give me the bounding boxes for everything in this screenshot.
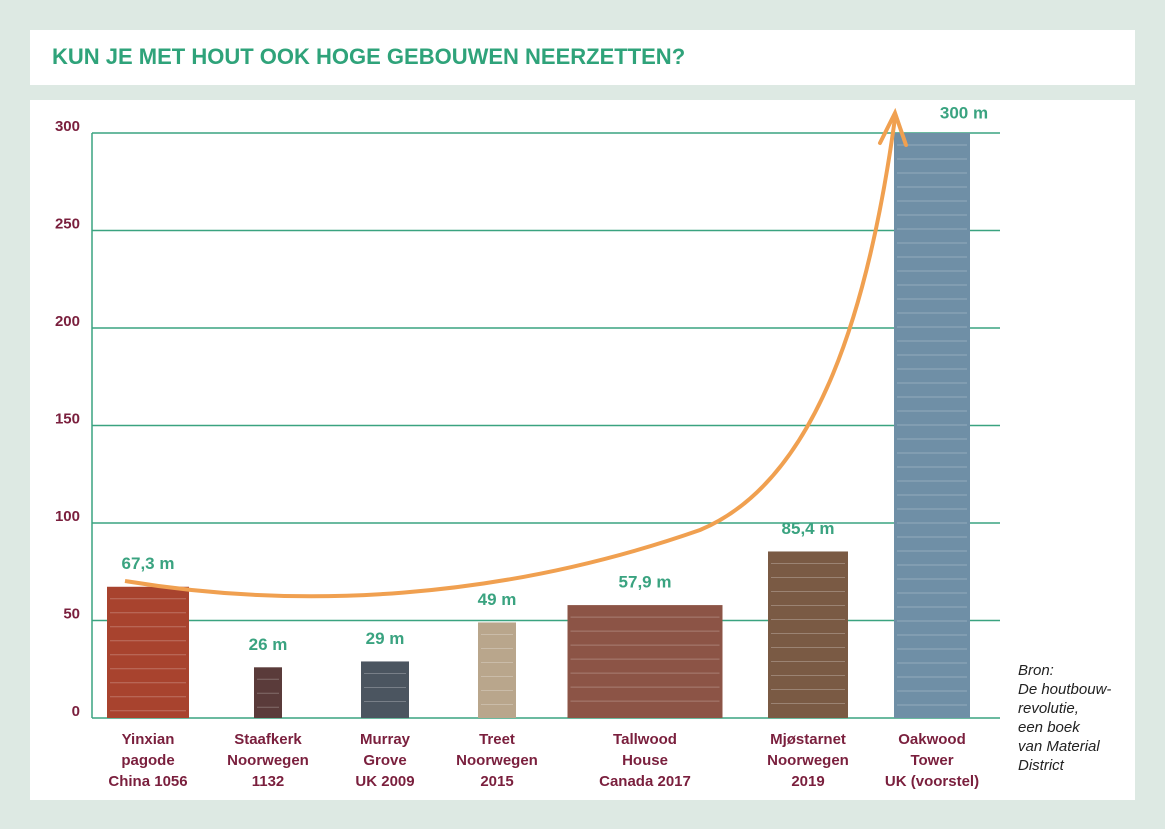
value-label: 26 m [249,635,288,654]
title-bar [30,30,1135,85]
x-tick-label: Noorwegen [456,752,538,769]
x-tick-label: 2019 [791,773,824,790]
x-tick-label: 2015 [480,773,513,790]
x-tick-label: Noorwegen [227,752,309,769]
growth-arrow [124,117,897,599]
x-tick-label: Tallwood [613,731,677,748]
x-tick-label: Grove [363,752,406,769]
building [567,605,723,718]
building [478,622,516,718]
building [107,586,189,718]
source-line: van Material [1018,738,1100,755]
source-line: Bron: [1018,662,1054,679]
y-tick-label: 50 [63,605,80,622]
y-tick-label: 250 [55,215,80,232]
x-tick-label: Yinxian [122,731,175,748]
value-label: 85,4 m [782,519,835,538]
x-tick-label: Mjøstarnet [770,731,846,748]
building [361,661,409,718]
x-tick-label: Tower [910,752,953,769]
x-tick-label: pagode [121,752,174,769]
x-tick-label: Treet [479,731,515,748]
arrow-head [878,107,908,147]
x-tick-label: Noorwegen [767,752,849,769]
building [768,551,848,718]
value-label: 29 m [366,629,405,648]
value-label: 57,9 m [619,573,672,592]
source-line: een boek [1018,719,1081,736]
building [894,133,970,718]
value-label: 67,3 m [122,554,175,573]
x-tick-label: UK 2009 [355,773,414,790]
x-tick-label: House [622,752,668,769]
plot: 0 50 100 150 200 250 300 Yinxian pagode China 105… [55,103,1111,789]
chart-title: KUN JE MET HOUT OOK HOGE GEBOUWEN NEERZE… [52,44,685,69]
value-label: 49 m [478,590,517,609]
value-label: 300 m [940,103,988,122]
x-tick-label: Oakwood [898,731,966,748]
y-tick-label: 200 [55,313,80,330]
source-line: De houtbouw- [1018,681,1111,698]
x-tick-label: Canada 2017 [599,773,691,790]
x-tick-label: China 1056 [108,773,187,790]
source-line: District [1018,757,1065,774]
source-line: revolutie, [1018,700,1079,717]
y-tick-label: 0 [72,703,80,720]
y-tick-label: 100 [55,508,80,525]
y-tick-label: 300 [55,118,80,135]
x-tick-label: 1132 [252,773,285,790]
x-tick-label: UK (voorstel) [885,773,979,790]
x-tick-label: Staafkerk [234,731,302,748]
x-tick-label: Murray [360,731,411,748]
y-tick-label: 150 [55,410,80,427]
building [254,667,282,718]
